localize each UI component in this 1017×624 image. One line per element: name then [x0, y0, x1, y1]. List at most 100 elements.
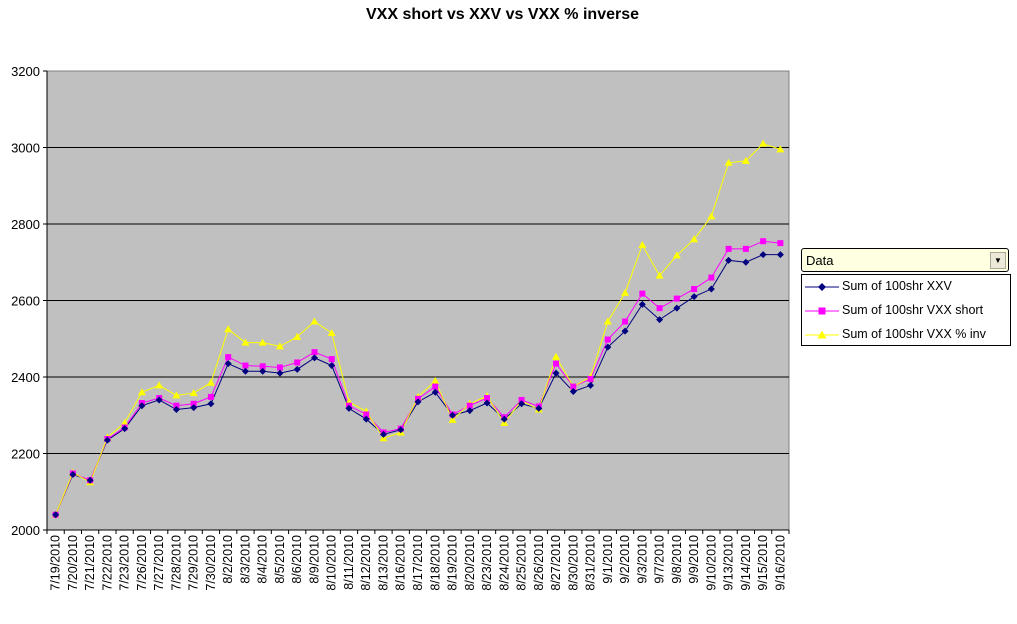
data-point [760, 238, 767, 245]
data-point [690, 293, 698, 301]
x-tick-label: 8/27/2010 [549, 535, 563, 591]
x-tick-label: 9/1/2010 [601, 535, 615, 584]
x-tick-label: 8/26/2010 [532, 535, 546, 591]
data-point [432, 383, 439, 390]
x-tick-label: 8/10/2010 [325, 535, 339, 591]
data-point [155, 381, 164, 389]
data-point [621, 288, 630, 296]
legend-item-vxx-inv: Sum of 100shr VXX % inv [802, 325, 1010, 345]
y-tick-label: 3200 [11, 64, 40, 79]
data-point [310, 317, 319, 325]
chart-title: VXX short vs XXV vs VXX % inverse [365, 6, 640, 23]
y-axis: 2000 2200 2400 2600 2800 3000 3200 [11, 64, 48, 538]
x-tick-label: 7/19/2010 [49, 535, 63, 591]
legend-title: Data [806, 253, 834, 268]
data-point [742, 258, 750, 266]
data-point [638, 241, 647, 249]
y-tick-label: 2800 [11, 217, 40, 232]
data-point [121, 425, 129, 433]
data-point [656, 305, 663, 312]
data-point [52, 511, 60, 519]
legend: Data ▼ Sum of 100shr XXV Sum of 100shr V… [801, 248, 1011, 346]
data-point [603, 317, 612, 325]
y-tick-label: 3000 [11, 141, 40, 156]
x-tick-label: 7/23/2010 [118, 535, 132, 591]
x-tick-label: 8/23/2010 [480, 535, 494, 591]
data-point [69, 471, 77, 479]
data-point [241, 367, 249, 375]
data-point [207, 400, 215, 408]
x-tick-label: 8/3/2010 [238, 535, 252, 584]
data-point [741, 156, 750, 164]
x-tick-label: 8/13/2010 [376, 535, 390, 591]
data-point [103, 436, 111, 444]
x-tick-label: 7/30/2010 [204, 535, 218, 591]
data-point [638, 300, 646, 308]
data-point [155, 396, 163, 404]
data-point [190, 404, 198, 412]
data-point [569, 388, 577, 396]
data-point [137, 388, 146, 396]
data-point [241, 338, 250, 346]
data-point [552, 369, 560, 377]
data-point [276, 364, 283, 371]
y-tick-label: 2600 [11, 294, 40, 309]
data-point [293, 332, 302, 340]
x-tick-label: 8/20/2010 [463, 535, 477, 591]
data-point [224, 360, 232, 368]
data-point [552, 352, 561, 360]
data-point [587, 381, 595, 389]
data-point [225, 354, 232, 361]
data-point [294, 359, 301, 366]
data-point [172, 391, 181, 399]
x-tick-label: 7/28/2010 [169, 535, 183, 591]
data-point [587, 375, 594, 382]
data-point [673, 304, 681, 312]
data-point [604, 343, 612, 351]
data-point [535, 404, 543, 412]
data-point [691, 286, 698, 293]
data-point [345, 404, 353, 412]
data-point [448, 415, 457, 423]
data-point [725, 256, 733, 264]
data-point [189, 389, 198, 397]
legend-box: Sum of 100shr XXV Sum of 100shr VXX shor… [801, 274, 1011, 346]
x-tick-label: 8/19/2010 [446, 535, 460, 591]
data-point [776, 145, 785, 153]
x-tick-label: 8/2/2010 [221, 535, 235, 584]
x-tick-label: 8/12/2010 [359, 535, 373, 591]
data-point [379, 430, 387, 438]
data-point [690, 235, 699, 243]
data-point [258, 338, 267, 346]
data-point [484, 395, 491, 402]
data-point [724, 158, 733, 166]
x-tick-label: 8/5/2010 [273, 535, 287, 584]
data-point [518, 400, 526, 408]
legend-data-field[interactable]: Data ▼ [801, 248, 1009, 272]
chevron-down-icon[interactable]: ▼ [990, 252, 1006, 269]
data-point [621, 327, 629, 335]
data-point [259, 367, 267, 375]
x-tick-label: 8/31/2010 [584, 535, 598, 591]
data-point [431, 376, 440, 384]
data-point [708, 274, 715, 281]
x-tick-label: 8/9/2010 [307, 535, 321, 584]
x-tick-label: 7/29/2010 [187, 535, 201, 591]
x-tick-label: 9/10/2010 [704, 535, 718, 591]
data-point [449, 411, 457, 419]
data-point [777, 240, 784, 247]
data-point [604, 336, 611, 343]
y-tick-label: 2200 [11, 447, 40, 462]
data-point [673, 295, 680, 302]
data-point [466, 407, 474, 415]
data-point [276, 369, 284, 377]
data-point [362, 415, 370, 423]
data-point [206, 378, 215, 386]
data-point [363, 411, 370, 418]
x-tick-label: 7/22/2010 [100, 535, 114, 591]
x-tick-label: 9/15/2010 [756, 535, 770, 591]
x-tick-label: 9/14/2010 [739, 535, 753, 591]
data-point [776, 251, 784, 259]
x-tick-label: 8/4/2010 [256, 535, 270, 584]
